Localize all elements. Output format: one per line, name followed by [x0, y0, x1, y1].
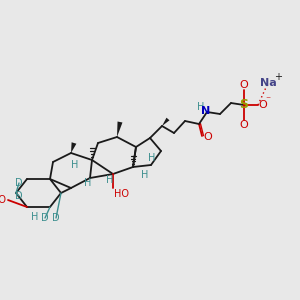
Text: N: N: [201, 106, 211, 116]
Text: D: D: [15, 191, 23, 201]
Text: H: H: [148, 153, 156, 163]
Text: O: O: [204, 132, 212, 142]
Text: H: H: [71, 160, 79, 170]
Polygon shape: [117, 122, 122, 137]
Text: D: D: [15, 178, 23, 188]
Text: O: O: [259, 100, 267, 110]
Text: H: H: [31, 212, 39, 222]
Text: H: H: [197, 102, 205, 112]
Text: +: +: [274, 72, 282, 82]
Polygon shape: [162, 118, 169, 126]
Polygon shape: [71, 142, 76, 153]
Text: D: D: [52, 213, 60, 223]
Text: H: H: [84, 178, 92, 188]
Text: ⁻: ⁻: [266, 95, 271, 105]
Text: H: H: [106, 175, 114, 185]
Text: O: O: [240, 120, 248, 130]
Text: Na: Na: [260, 78, 276, 88]
Text: O: O: [240, 80, 248, 90]
Text: HO: HO: [114, 189, 129, 199]
Text: D: D: [41, 213, 49, 223]
Text: S: S: [239, 98, 248, 112]
Text: H: H: [141, 170, 149, 180]
Text: HO: HO: [0, 195, 6, 205]
